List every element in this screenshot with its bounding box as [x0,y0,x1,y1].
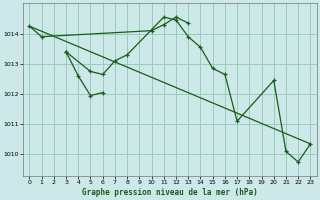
X-axis label: Graphe pression niveau de la mer (hPa): Graphe pression niveau de la mer (hPa) [82,188,258,197]
